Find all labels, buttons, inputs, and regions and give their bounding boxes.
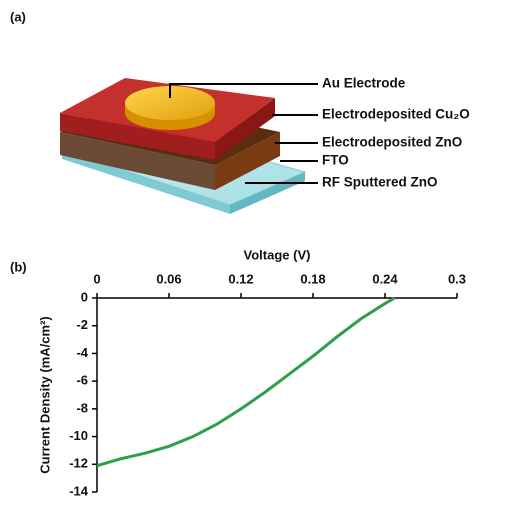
x-tick-label: 0 [93,271,100,286]
y-axis-title: Current Density (mA/cm²) [37,316,52,473]
layer-label: RF Sputtered ZnO [322,175,438,190]
x-tick-label: 0.24 [372,271,398,286]
x-tick-label: 0.12 [228,271,253,286]
iv-curve [96,296,396,468]
cu2o-side [215,98,275,160]
panel-label: (a) [10,9,26,24]
x-tick-label: 0.06 [156,271,181,286]
arrow [169,83,318,98]
y-tick-label: -8 [76,400,88,415]
device-illustration: Au Electrode Electrodeposited Cu₂O Elect… [60,76,470,214]
zno-front [60,132,215,190]
y-tick-label: -4 [76,345,88,360]
x-axis-title: Voltage (V) [244,247,311,262]
layer-label: Electrodeposited Cu₂O [322,107,470,122]
layer-label: Electrodeposited ZnO [322,135,462,150]
cu2o-front [60,113,215,160]
x-tick-label: 0.18 [300,271,325,286]
y-tick-label: -6 [76,373,88,388]
y-tick-label: 0 [81,289,88,304]
layer-label: Au Electrode [322,76,406,91]
y-tick-label: -12 [69,456,88,471]
layer-label: FTO [322,153,349,168]
x-tick-label: 0.3 [448,271,466,286]
zno-side [215,132,280,190]
y-tick-label: -2 [76,317,88,332]
y-tick-label: -14 [69,483,89,498]
au-top [125,86,215,120]
y-tick-label: -10 [69,428,88,443]
panel-label: (b) [10,259,27,274]
glass-side [62,150,230,214]
